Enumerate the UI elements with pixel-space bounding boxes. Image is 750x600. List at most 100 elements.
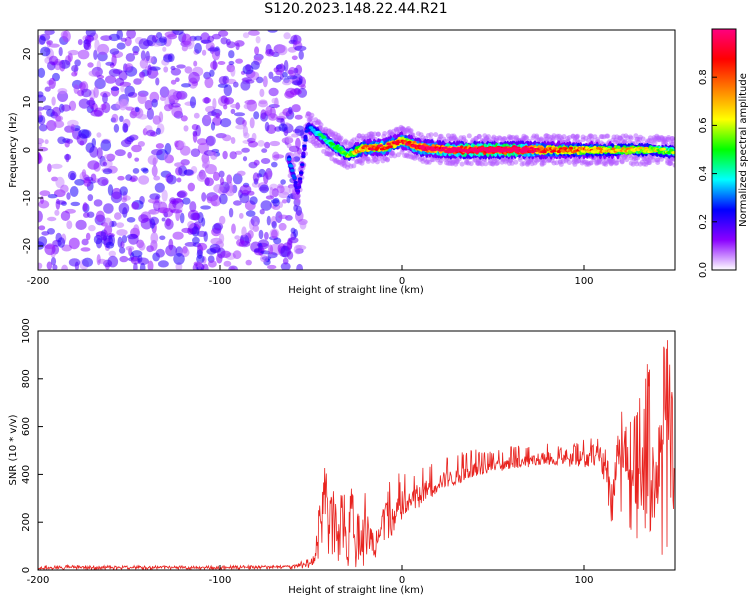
y-tick-label: 20 <box>22 48 33 61</box>
noise-speck <box>149 209 157 215</box>
noise-speck <box>183 125 189 132</box>
noise-speck <box>192 212 200 221</box>
noise-speck <box>121 235 128 243</box>
ridge-cell <box>327 139 332 143</box>
noise-speck <box>259 209 265 215</box>
ridge-halo <box>619 158 625 164</box>
ridge-cell <box>472 147 477 151</box>
noise-speck <box>138 214 149 224</box>
noise-speck <box>124 85 135 97</box>
noise-speck <box>120 37 127 42</box>
y-tick-label: 600 <box>21 417 32 436</box>
noise-speck <box>190 148 201 157</box>
noise-speck <box>196 254 205 264</box>
noise-speck <box>235 58 244 64</box>
noise-speck <box>204 177 215 187</box>
noise-speck <box>258 229 264 240</box>
noise-speck <box>265 105 273 116</box>
noise-speck <box>271 229 278 239</box>
noise-speck <box>189 201 197 213</box>
noise-speck <box>234 235 241 240</box>
ridge-cell <box>299 171 304 175</box>
noise-speck <box>155 77 160 86</box>
noise-speck <box>145 50 150 62</box>
noise-speck <box>96 254 101 266</box>
noise-speck <box>111 187 122 200</box>
noise-speck <box>291 133 299 138</box>
noise-speck <box>243 132 250 139</box>
ridge-halo <box>466 133 472 139</box>
noise-speck <box>200 39 212 44</box>
noise-speck <box>93 234 103 245</box>
noise-speck <box>182 197 191 205</box>
noise-speck <box>252 172 260 183</box>
ridge-halo <box>622 138 628 144</box>
noise-speck <box>219 177 225 186</box>
noise-speck <box>149 216 160 226</box>
noise-speck <box>38 210 43 223</box>
noise-speck <box>163 54 173 63</box>
noise-speck <box>46 261 53 270</box>
noise-speck <box>39 190 51 197</box>
noise-speck <box>282 79 292 86</box>
ridge-halo <box>668 160 673 166</box>
noise-speck <box>46 40 53 45</box>
noise-speck <box>151 98 158 108</box>
noise-speck <box>230 103 241 109</box>
noise-speck <box>288 106 293 115</box>
noise-speck <box>245 79 255 84</box>
noise-speck <box>81 88 92 98</box>
noise-speck <box>142 168 149 174</box>
noise-speck <box>237 170 246 176</box>
noise-speck <box>167 89 179 101</box>
noise-speck <box>277 44 288 56</box>
noise-speck <box>119 186 128 196</box>
ridge-halo <box>463 139 469 144</box>
noise-speck <box>209 243 221 253</box>
noise-speck <box>105 61 115 66</box>
ridge-halo <box>672 156 675 162</box>
noise-speck <box>60 210 71 221</box>
noise-speck <box>257 140 265 147</box>
colorbar-label: Normalized spectral amplitude <box>738 73 749 227</box>
noise-speck <box>93 199 103 207</box>
y-tick-label: -10 <box>22 190 33 206</box>
noise-speck <box>38 138 45 145</box>
colorbar-tick-label: 0.6 <box>698 117 709 133</box>
noise-speck <box>220 118 232 128</box>
noise-speck <box>272 197 280 207</box>
noise-speck <box>95 210 105 223</box>
noise-speck <box>110 220 117 227</box>
noise-speck <box>201 49 207 56</box>
noise-speck <box>291 104 301 113</box>
noise-speck <box>131 144 142 153</box>
noise-speck <box>269 186 274 199</box>
ridge-cell <box>496 146 501 150</box>
noise-speck <box>146 129 156 137</box>
noise-speck <box>271 97 278 104</box>
noise-speck <box>74 179 85 186</box>
noise-speck <box>281 199 288 204</box>
ridge-halo <box>640 136 646 142</box>
noise-speck <box>230 66 236 77</box>
noise-speck <box>60 184 69 193</box>
noise-speck <box>161 189 168 202</box>
noise-speck <box>41 231 50 236</box>
noise-speck <box>250 60 260 70</box>
y-tick-label: -20 <box>22 238 33 254</box>
x-tick-label: -200 <box>27 575 50 586</box>
noise-speck <box>114 149 126 157</box>
noise-speck <box>102 92 108 104</box>
noise-speck <box>45 30 51 39</box>
noise-speck <box>80 247 91 252</box>
noise-speck <box>83 39 90 50</box>
colorbar-tick-label: 0.4 <box>698 166 709 182</box>
noise-speck <box>260 158 271 164</box>
ridge-halo <box>566 160 572 165</box>
ridge-cell <box>303 138 308 142</box>
ridge-cell <box>337 149 342 153</box>
noise-speck <box>68 237 80 250</box>
noise-speck <box>230 137 236 144</box>
noise-speck <box>38 236 48 247</box>
noise-speck <box>133 224 140 237</box>
